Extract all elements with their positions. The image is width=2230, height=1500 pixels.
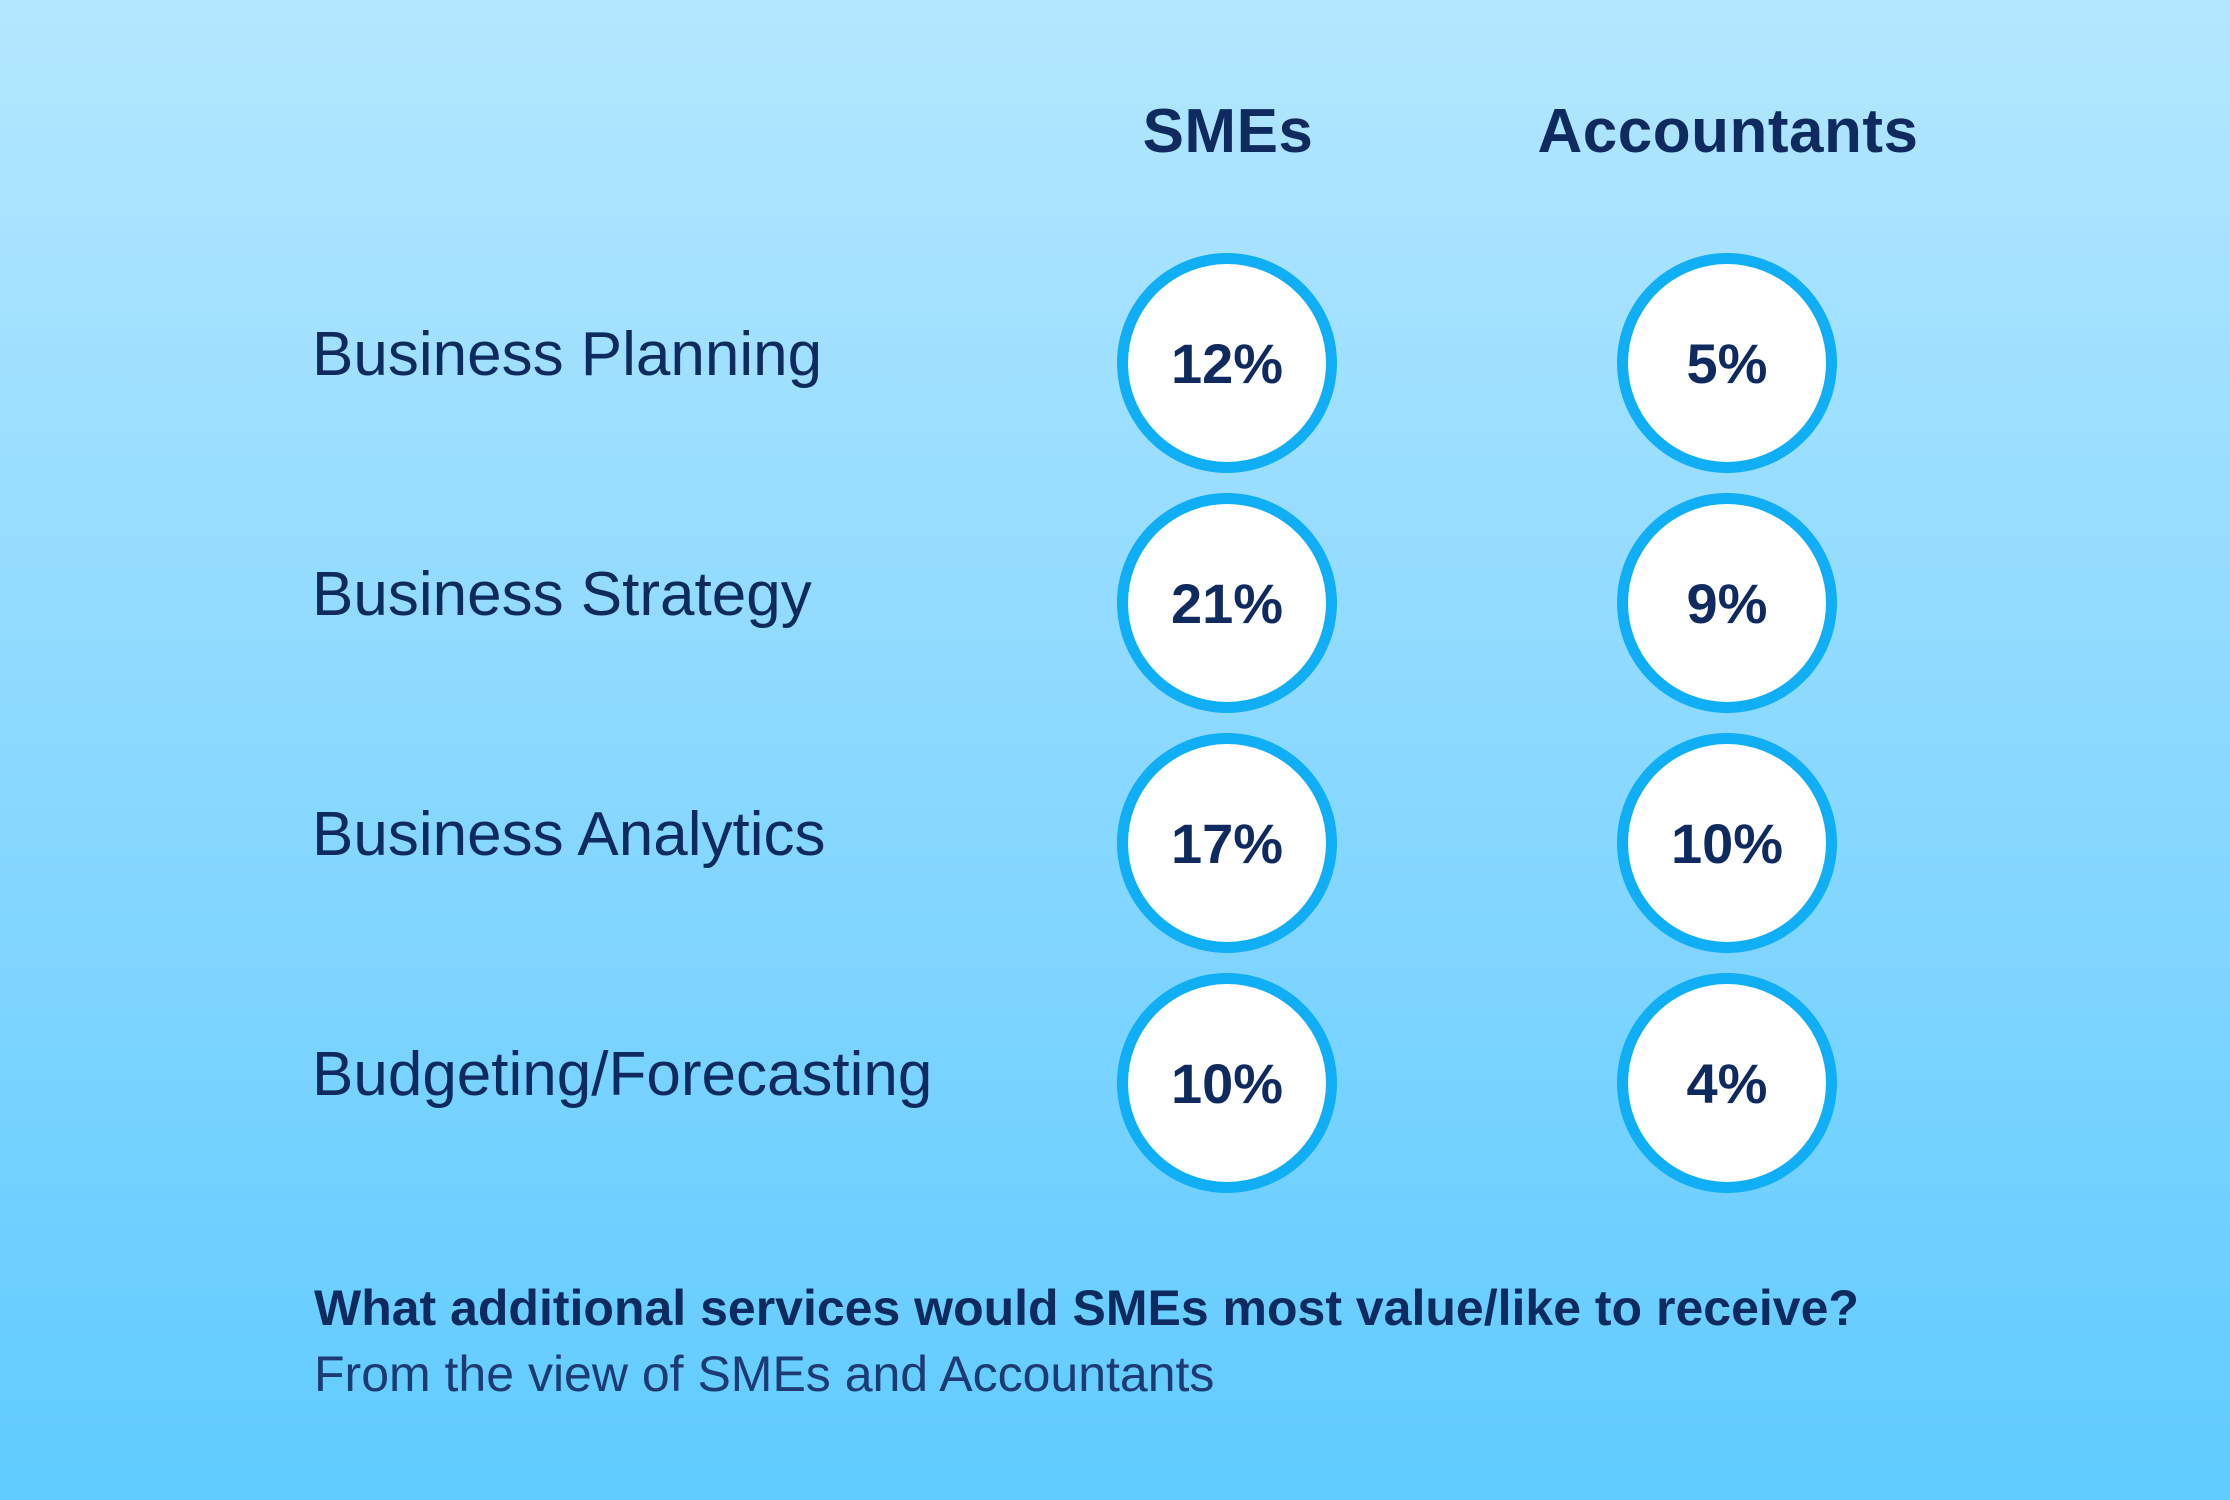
chart-subtitle: From the view of SMEs and Accountants [314,1346,1215,1402]
row-label-budgeting-forecasting: Budgeting/Forecasting [312,1040,933,1109]
value-bubble-accountants-business-strategy: 9% [1617,493,1837,713]
value-bubble-smes-budgeting-forecasting: 10% [1117,973,1337,1193]
column-header-smes: SMEs [1142,97,1314,166]
value-bubble-accountants-business-planning: 5% [1617,253,1837,473]
column-header-accountants: Accountants [1537,97,1919,166]
value-bubble-smes-business-planning: 12% [1117,253,1337,473]
row-label-business-strategy: Business Strategy [312,560,812,629]
chart-title: What additional services would SMEs most… [314,1280,1859,1336]
row-label-business-analytics: Business Analytics [312,800,826,869]
value-bubble-smes-business-analytics: 17% [1117,733,1337,953]
row-label-business-planning: Business Planning [312,320,823,389]
value-bubble-smes-business-strategy: 21% [1117,493,1337,713]
value-bubble-accountants-business-analytics: 10% [1617,733,1837,953]
value-bubble-accountants-budgeting-forecasting: 4% [1617,973,1837,1193]
